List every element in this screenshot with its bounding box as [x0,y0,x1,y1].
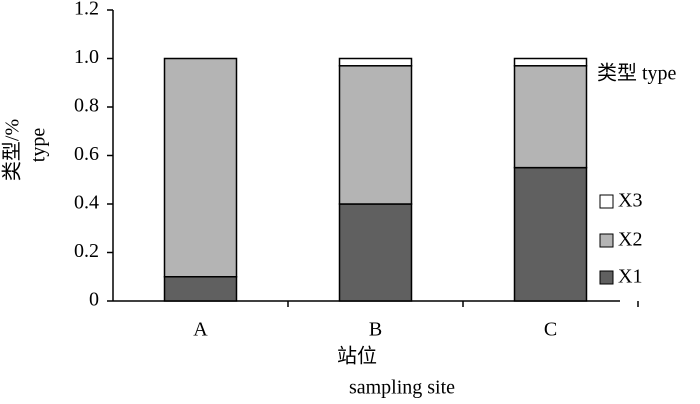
y-tick-label: 1.2 [74,0,99,20]
y-tick-label: 1.0 [74,46,99,68]
y-tick-label: 0 [89,289,99,311]
bar-segment [513,166,588,302]
y-tick-label: 0.6 [74,143,99,165]
legend-swatch [599,233,614,248]
bar-segment [513,65,588,169]
x-tick-label: C [544,319,557,341]
bar-segment [513,57,588,67]
bar-segment [163,57,238,278]
legend-label: X3 [618,190,642,212]
y-tick-label: 0.2 [74,240,99,262]
x-tick-label: B [369,319,382,341]
bar-segment [338,57,413,67]
legend-label: X2 [618,229,642,251]
bar-segment [338,203,413,302]
y-label: type [28,128,50,163]
x-tick-label: A [193,319,208,341]
y-tick-label: 0.4 [74,192,99,214]
bar-segment [338,65,413,205]
legend-title: 类型 type [597,62,677,85]
y-tick-label: 0.8 [74,95,99,117]
x-label: sampling site [349,377,455,399]
bar-segment [163,276,238,302]
x-label: 站位 [337,345,377,368]
legend-swatch [599,194,614,209]
legend-label: X1 [618,266,642,288]
legend-swatch [599,270,614,285]
y-label: 类型/% [1,119,24,181]
